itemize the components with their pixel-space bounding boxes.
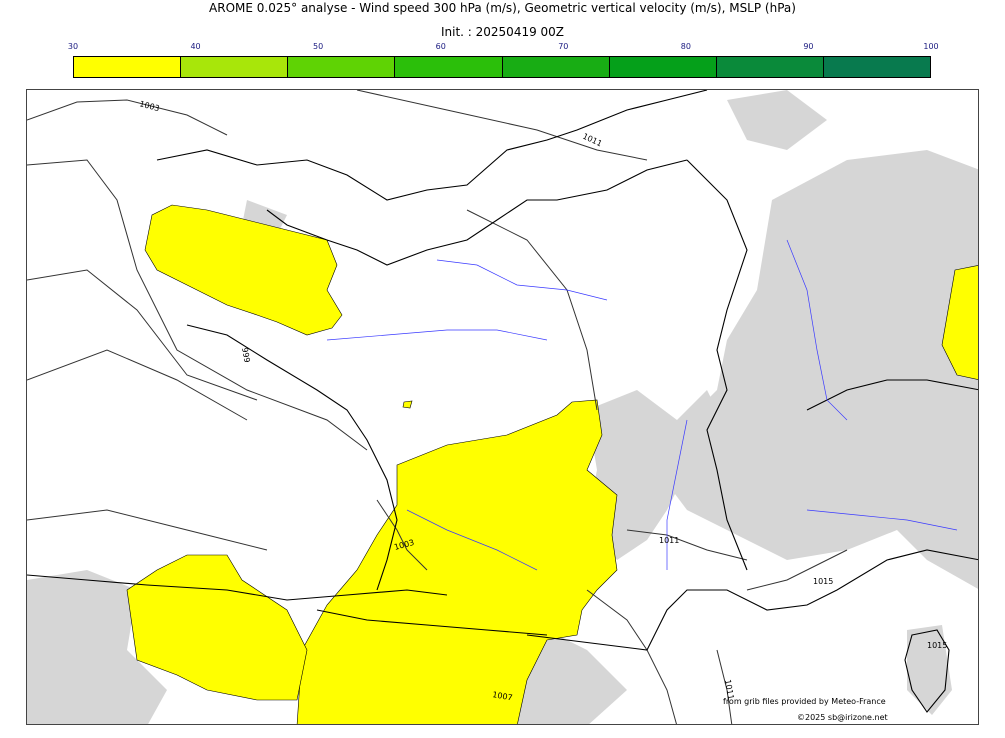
map-canvas: 1003 1011 999 1003 1011 1015 1015 1007 1… — [27, 90, 978, 724]
isobar-label: 1015 — [813, 577, 833, 586]
isobar-labels: 1003 1011 999 1003 1011 1015 1015 1007 1… — [138, 99, 947, 702]
rivers — [326, 239, 958, 571]
colorbar-tick-label: 60 — [435, 42, 446, 51]
isobar-1011-east — [626, 529, 748, 561]
velocity-area-ne — [727, 90, 827, 150]
isobar-west-a — [27, 159, 368, 451]
river-po — [806, 509, 958, 531]
border-pyrenees — [316, 609, 548, 636]
colorbar-tick-label: 80 — [680, 42, 691, 51]
velocity-area-corsica — [907, 625, 952, 715]
wind-area-brittany — [144, 204, 343, 336]
colorbar-segment — [181, 57, 289, 77]
colorbar-tick-label: 70 — [558, 42, 569, 51]
colorbar-tick-label: 30 — [67, 42, 79, 51]
colorbar-segment — [609, 57, 717, 77]
wind-area-southwest-france — [296, 399, 618, 724]
wind-speed-areas — [126, 204, 978, 724]
coast-mediterranean — [526, 549, 978, 651]
river-seine — [436, 259, 608, 301]
colorbar-segment — [502, 57, 610, 77]
isobar-label: 1011 — [659, 536, 679, 545]
isobar-west-b — [27, 269, 258, 401]
isobar-label: 1015 — [927, 641, 947, 650]
velocity-area-center — [587, 390, 727, 560]
isobar-sw — [27, 509, 268, 551]
isobar-1003-north — [27, 99, 228, 136]
coast-france-west — [186, 324, 398, 591]
colorbar-tick-label: 50 — [313, 42, 324, 51]
colorbar-segment — [74, 57, 182, 77]
init-time: Init. : 20250419 00Z — [440, 25, 565, 39]
isobars — [27, 90, 848, 724]
river-loire — [326, 329, 548, 341]
border-france-east — [686, 159, 748, 571]
isobar-label: 1011 — [723, 679, 735, 701]
wind-area-east-edge — [941, 265, 978, 380]
colorbar-segment — [716, 57, 824, 77]
wind-area-iberia — [126, 554, 308, 701]
isobar-1003-south — [376, 499, 428, 571]
river-rhine — [786, 239, 848, 421]
coast-corsica — [904, 629, 950, 713]
weather-map: 1003 1011 999 1003 1011 1015 1015 1007 1… — [26, 89, 979, 725]
isobar-central — [466, 209, 598, 411]
border-alps — [806, 379, 978, 411]
colorbar-segment — [395, 57, 503, 77]
coast-iberia-north — [27, 574, 448, 601]
colorbar-segment — [823, 57, 930, 77]
coastlines — [27, 90, 978, 713]
isobar-1011-south — [716, 649, 733, 724]
isobar-west-c — [27, 349, 248, 421]
colorbar-tick-label: 90 — [803, 42, 814, 51]
isobar-label: 999 — [240, 347, 252, 364]
copyright-credit: ©2025 sb@irizone.net — [797, 713, 888, 722]
colorbar-segment — [288, 57, 396, 77]
river-garonne — [406, 509, 538, 571]
velocity-area-east — [657, 150, 978, 589]
isobar-1015 — [746, 549, 848, 591]
colorbar-tick-label: 100 — [923, 42, 939, 51]
coast-england — [156, 90, 708, 201]
river-rhone — [666, 419, 688, 570]
isobar-1011-north — [356, 90, 648, 161]
colorbar-tick-label: 40 — [190, 42, 201, 51]
data-source-credit: from grib files provided by Meteo-France — [723, 697, 886, 706]
wind-speed-colorbar — [73, 56, 931, 78]
isobar-label: 1003 — [138, 99, 160, 113]
coast-france-north — [266, 159, 688, 266]
map-title: AROME 0.025° analyse - Wind speed 300 hP… — [209, 1, 796, 15]
wind-area-speck — [402, 400, 413, 409]
isobar-label: 1007 — [492, 690, 514, 702]
